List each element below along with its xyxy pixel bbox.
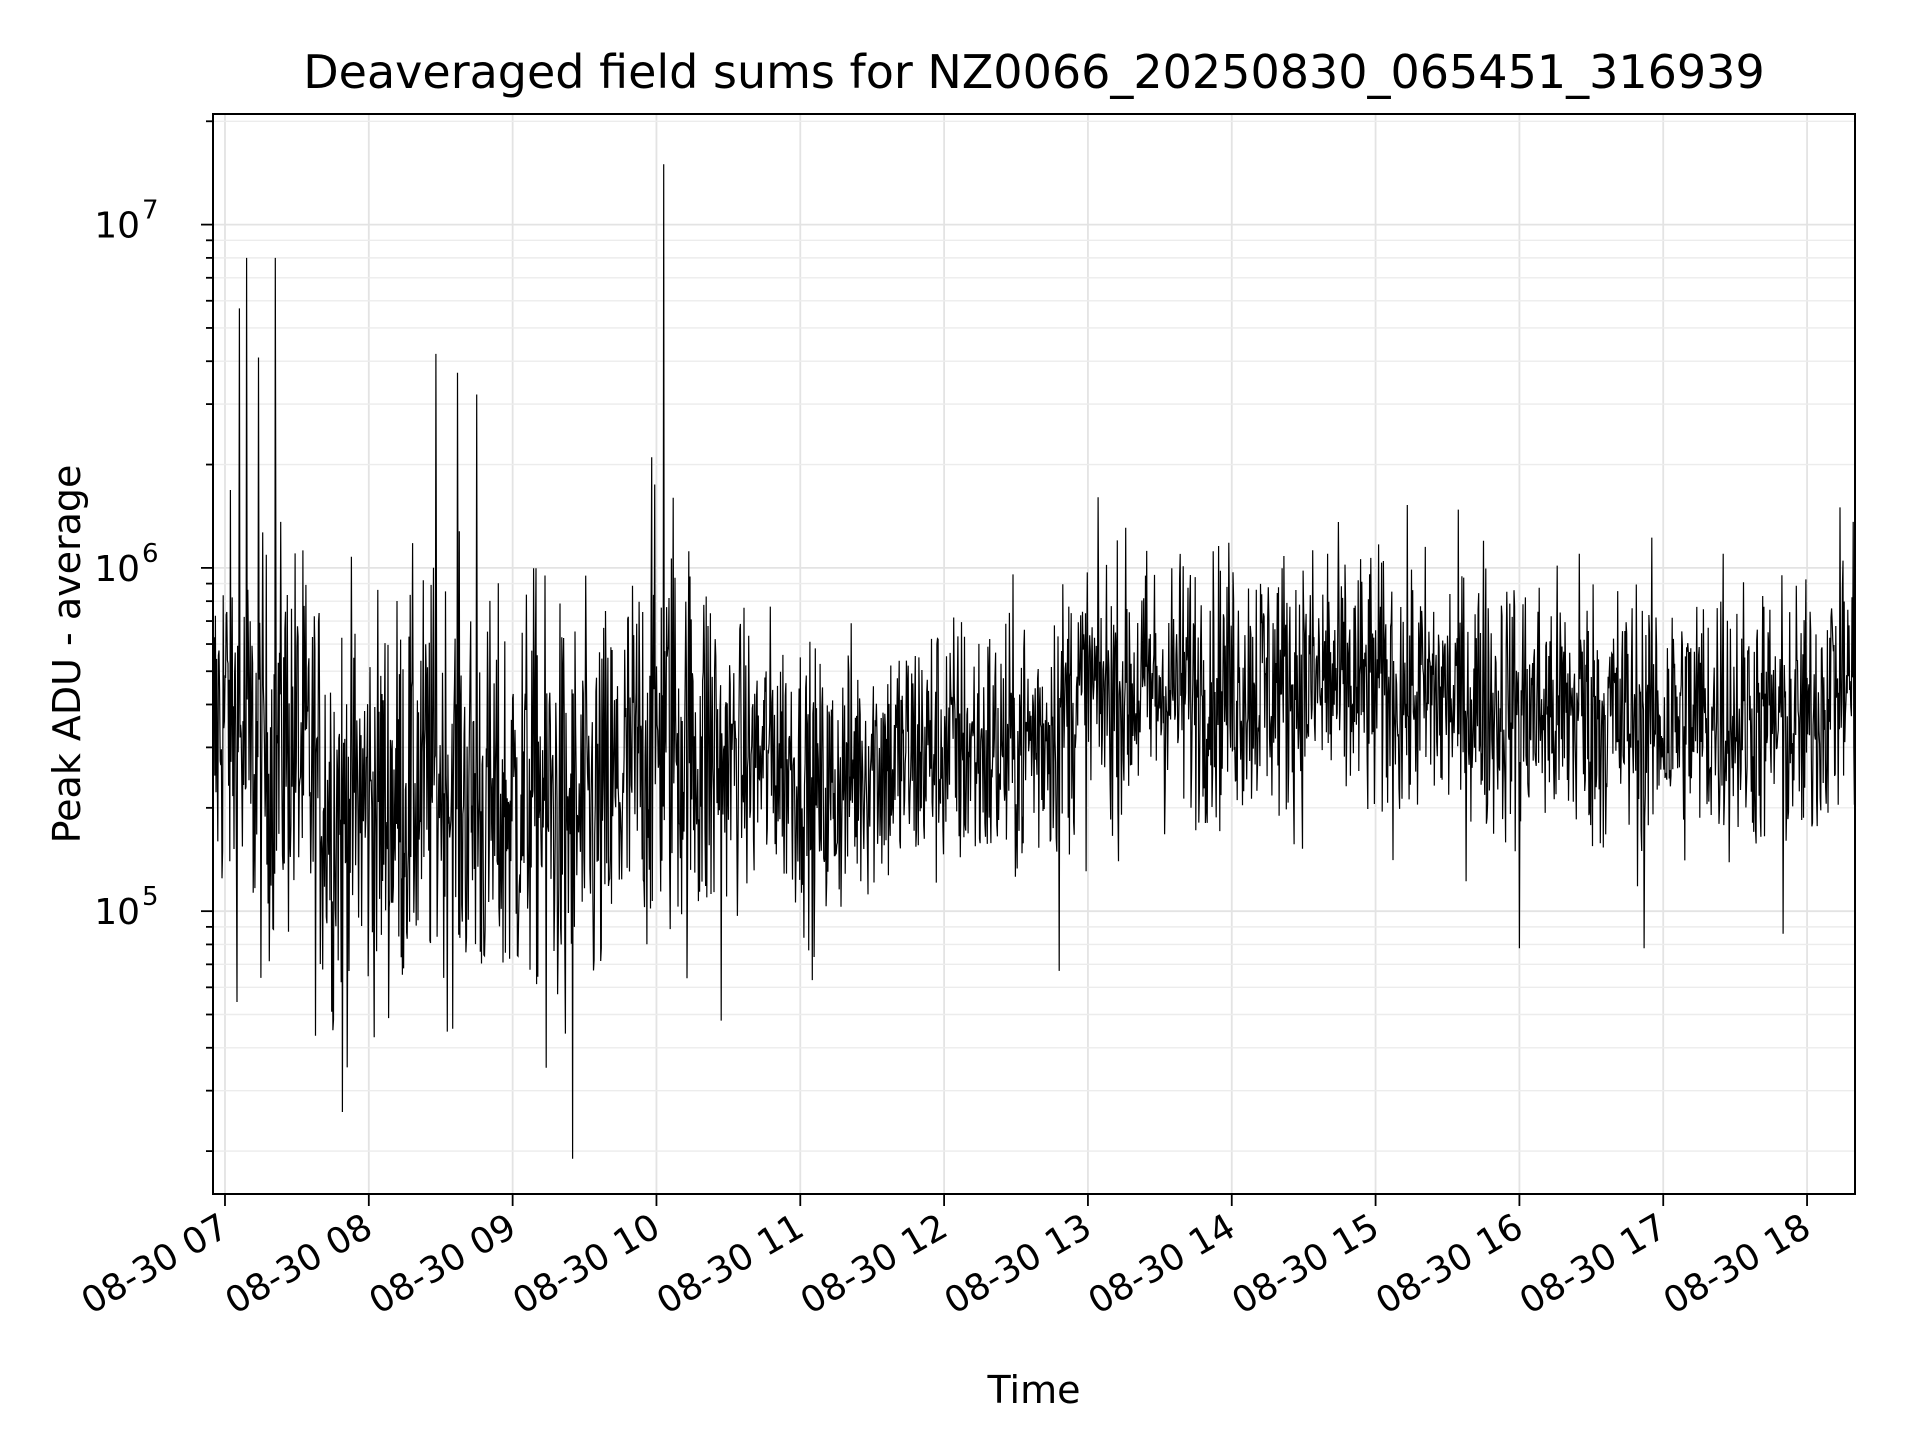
y-axis-label: Peak ADU - average — [45, 465, 89, 844]
y-tick-label: 10 6 — [94, 539, 158, 590]
y-tick-label-base: 10 — [94, 549, 140, 590]
plot-frame — [212, 113, 1856, 1195]
x-tick-label: 08-30 11 — [650, 1206, 811, 1322]
x-tick-label: 08-30 07 — [75, 1206, 236, 1322]
y-tick-label-exponent: 7 — [142, 196, 159, 226]
x-tick-label: 08-30 10 — [506, 1206, 667, 1322]
x-tick-label: 08-30 12 — [794, 1206, 955, 1322]
series-line — [212, 164, 1856, 1159]
y-tick-label: 10 5 — [94, 882, 158, 933]
x-tick-label: 08-30 13 — [938, 1206, 1099, 1322]
x-tick-label: 08-30 15 — [1225, 1206, 1386, 1322]
y-tick-label-exponent: 5 — [142, 882, 159, 912]
y-tick-label-exponent: 6 — [142, 539, 159, 569]
x-tick-label: 08-30 14 — [1082, 1206, 1243, 1322]
x-tick-label: 08-30 08 — [219, 1206, 380, 1322]
chart-title: Deaveraged field sums for NZ0066_2025083… — [303, 45, 1764, 99]
grid — [213, 114, 1855, 1194]
x-tick-label: 08-30 16 — [1369, 1206, 1530, 1322]
x-axis-label: Time — [987, 1368, 1081, 1412]
y-tick-label: 10 7 — [94, 196, 158, 247]
x-tick-label: 08-30 17 — [1513, 1206, 1674, 1322]
x-tick-label: 08-30 09 — [362, 1206, 523, 1322]
y-tick-label-base: 10 — [94, 892, 140, 933]
x-tick-label: 08-30 18 — [1657, 1206, 1818, 1322]
y-tick-label-base: 10 — [94, 206, 140, 247]
